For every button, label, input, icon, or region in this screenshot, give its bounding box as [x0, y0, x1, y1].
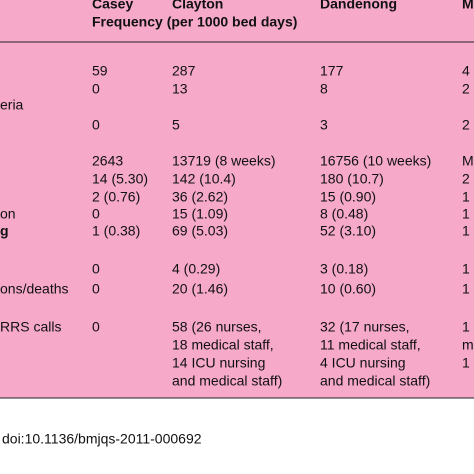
- cell: 2: [462, 171, 470, 187]
- cell: 8: [320, 81, 328, 97]
- cell: 0: [92, 261, 100, 277]
- cell: 5: [172, 117, 180, 133]
- cell: 1: [462, 223, 470, 239]
- cell: m: [462, 337, 474, 353]
- cell: 1: [462, 355, 470, 371]
- row-label: ons/deaths: [0, 281, 69, 297]
- cell: 1: [462, 189, 470, 205]
- cell: 4 (0.29): [172, 261, 220, 277]
- cell: 16756 (10 weeks): [320, 153, 431, 169]
- column-header: Dandenong: [320, 0, 397, 12]
- cell: 2: [462, 117, 470, 133]
- row-label: RRS calls: [0, 319, 61, 335]
- cell: 1 (0.38): [92, 223, 140, 239]
- cell: 11 medical staff,: [320, 337, 421, 353]
- cell: 14 (5.30): [92, 171, 148, 187]
- row-label: g: [0, 223, 9, 239]
- cell: 2643: [92, 153, 123, 169]
- cell: 13: [172, 81, 188, 97]
- cell: 2: [462, 81, 470, 97]
- cell: 1: [462, 281, 470, 297]
- cell: 142 (10.4): [172, 171, 236, 187]
- column-header: Casey: [92, 0, 133, 12]
- cell: 180 (10.7): [320, 171, 384, 187]
- table-background: [0, 0, 474, 398]
- cell: 1: [462, 319, 470, 335]
- cell: 287: [172, 63, 196, 79]
- cell: 1: [462, 206, 470, 222]
- column-header: Clayton: [172, 0, 223, 12]
- cell: 20 (1.46): [172, 281, 228, 297]
- cell: 58 (26 nurses,: [172, 319, 262, 335]
- cell: 15 (1.09): [172, 206, 228, 222]
- subtitle: Frequency (per 1000 bed days): [92, 14, 297, 30]
- cell: 1: [462, 261, 470, 277]
- cell: 0: [92, 117, 100, 133]
- cell: 4: [462, 63, 470, 79]
- doi: doi:10.1136/bmjqs-2011-000692: [2, 431, 202, 447]
- cell: 3 (0.18): [320, 261, 368, 277]
- cell: 52 (3.10): [320, 223, 376, 239]
- cell: 32 (17 nurses,: [320, 319, 410, 335]
- cell: 0: [92, 281, 100, 297]
- cell: 0: [92, 319, 100, 335]
- cell: 13719 (8 weeks): [172, 153, 276, 169]
- cell: 18 medical staff,: [172, 337, 274, 353]
- cell: 69 (5.03): [172, 223, 228, 239]
- cell: 2 (0.76): [92, 189, 140, 205]
- row-label: eria: [0, 97, 24, 113]
- cell: 4 ICU nursing: [320, 355, 406, 371]
- cell: 177: [320, 63, 344, 79]
- cell: 10 (0.60): [320, 281, 376, 297]
- cell: 3: [320, 117, 328, 133]
- cell: 59: [92, 63, 108, 79]
- cell: 0: [92, 206, 100, 222]
- cell: 15 (0.90): [320, 189, 376, 205]
- column-header: M: [462, 0, 474, 12]
- cell: and medical staff): [320, 373, 430, 389]
- cell: 0: [92, 81, 100, 97]
- row-label: on: [0, 206, 16, 222]
- cell: 14 ICU nursing: [172, 355, 265, 371]
- cell: 36 (2.62): [172, 189, 228, 205]
- cell: 8 (0.48): [320, 206, 368, 222]
- cell: M: [462, 153, 474, 169]
- cell: and medical staff): [172, 373, 282, 389]
